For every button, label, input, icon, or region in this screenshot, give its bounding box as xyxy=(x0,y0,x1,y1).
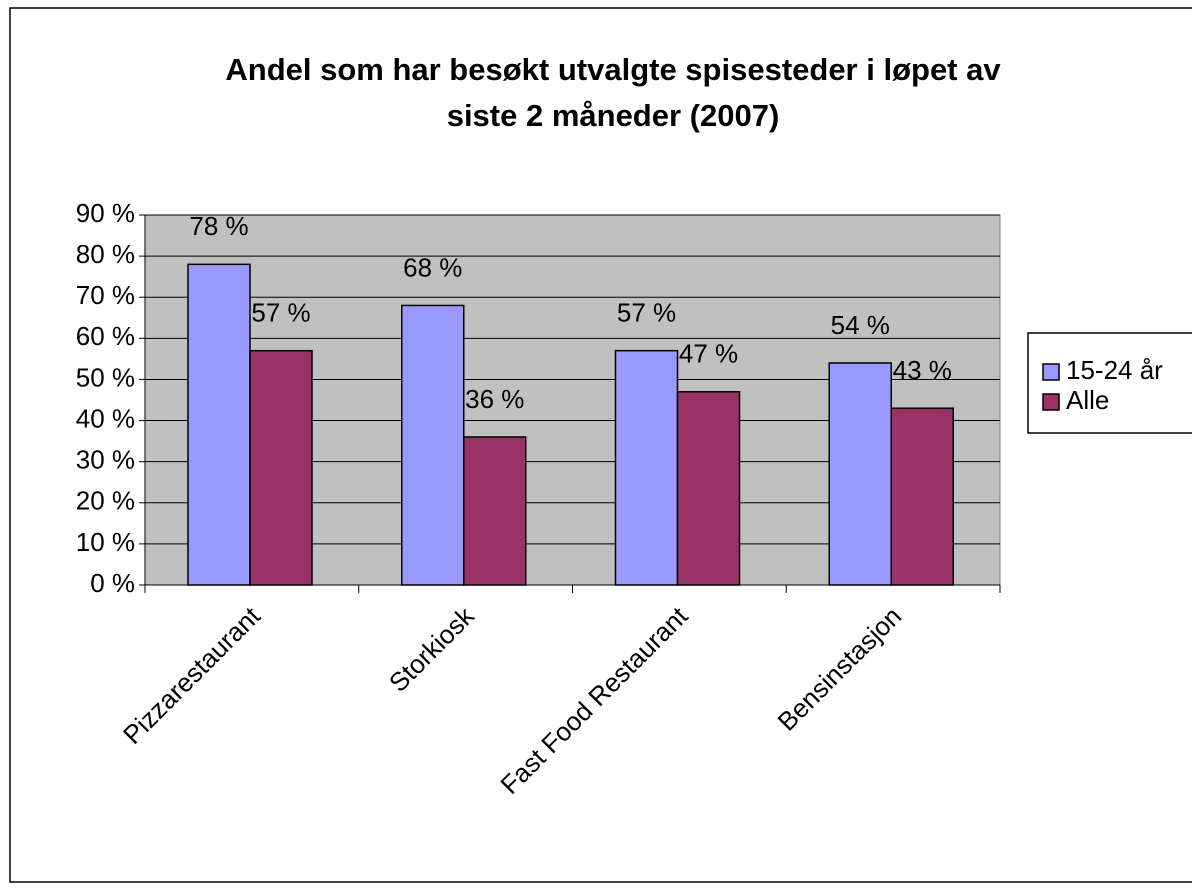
data-label: 47 % xyxy=(679,339,738,369)
y-tick-label: 60 % xyxy=(76,321,135,351)
legend-box xyxy=(1027,332,1192,434)
data-label: 78 % xyxy=(189,211,248,241)
y-tick-label: 70 % xyxy=(76,280,135,310)
y-tick-label: 10 % xyxy=(76,527,135,557)
legend-swatch xyxy=(1042,363,1060,381)
bar xyxy=(890,407,954,586)
y-tick-label: 20 % xyxy=(76,486,135,516)
bar xyxy=(676,391,741,586)
bar xyxy=(463,436,527,586)
legend-label: 15-24 år xyxy=(1066,355,1163,385)
legend-label: Alle xyxy=(1066,385,1109,415)
data-label: 57 % xyxy=(251,298,310,328)
bar xyxy=(249,349,313,586)
y-tick-label: 0 % xyxy=(90,568,135,598)
chart-title: Andel som har besøkt utvalgte spisestede… xyxy=(225,52,1001,87)
data-label: 68 % xyxy=(403,252,462,282)
y-tick-label: 90 % xyxy=(76,198,135,228)
y-tick-label: 30 % xyxy=(76,445,135,475)
bar xyxy=(614,349,679,586)
data-label: 36 % xyxy=(465,384,524,414)
y-tick-label: 80 % xyxy=(76,239,135,269)
bar xyxy=(401,304,465,586)
bar xyxy=(828,362,892,586)
chart-title: siste 2 måneder (2007) xyxy=(447,98,780,133)
data-label: 54 % xyxy=(831,310,890,340)
data-label: 57 % xyxy=(617,298,676,328)
bar xyxy=(187,263,251,586)
y-tick-label: 40 % xyxy=(76,403,135,433)
legend-swatch xyxy=(1042,393,1060,411)
y-tick-label: 50 % xyxy=(76,362,135,392)
data-label: 43 % xyxy=(893,355,952,385)
